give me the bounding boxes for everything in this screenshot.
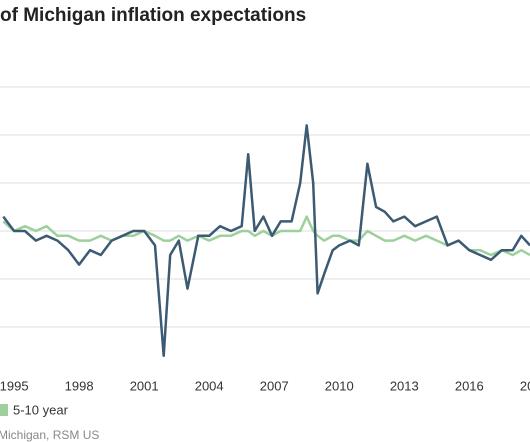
x-tick-label: 2019 bbox=[520, 378, 530, 393]
x-tick-label: 2010 bbox=[325, 378, 354, 393]
x-tick-label: 2004 bbox=[195, 378, 224, 393]
x-tick-label: 2016 bbox=[455, 378, 484, 393]
series-line bbox=[2, 215, 530, 257]
chart-title: of Michigan inflation expectations bbox=[0, 5, 306, 26]
series-line bbox=[2, 124, 530, 358]
source: Michigan, RSM US bbox=[0, 428, 99, 442]
x-tick-label: 1998 bbox=[65, 378, 94, 393]
x-tick-label: 2013 bbox=[390, 378, 419, 393]
legend-swatch bbox=[0, 404, 8, 416]
x-tick-label: 2001 bbox=[130, 378, 159, 393]
x-tick-label: 1995 bbox=[0, 378, 29, 393]
x-tick-label: 2007 bbox=[260, 378, 289, 393]
legend-label: 5-10 year bbox=[13, 402, 69, 417]
